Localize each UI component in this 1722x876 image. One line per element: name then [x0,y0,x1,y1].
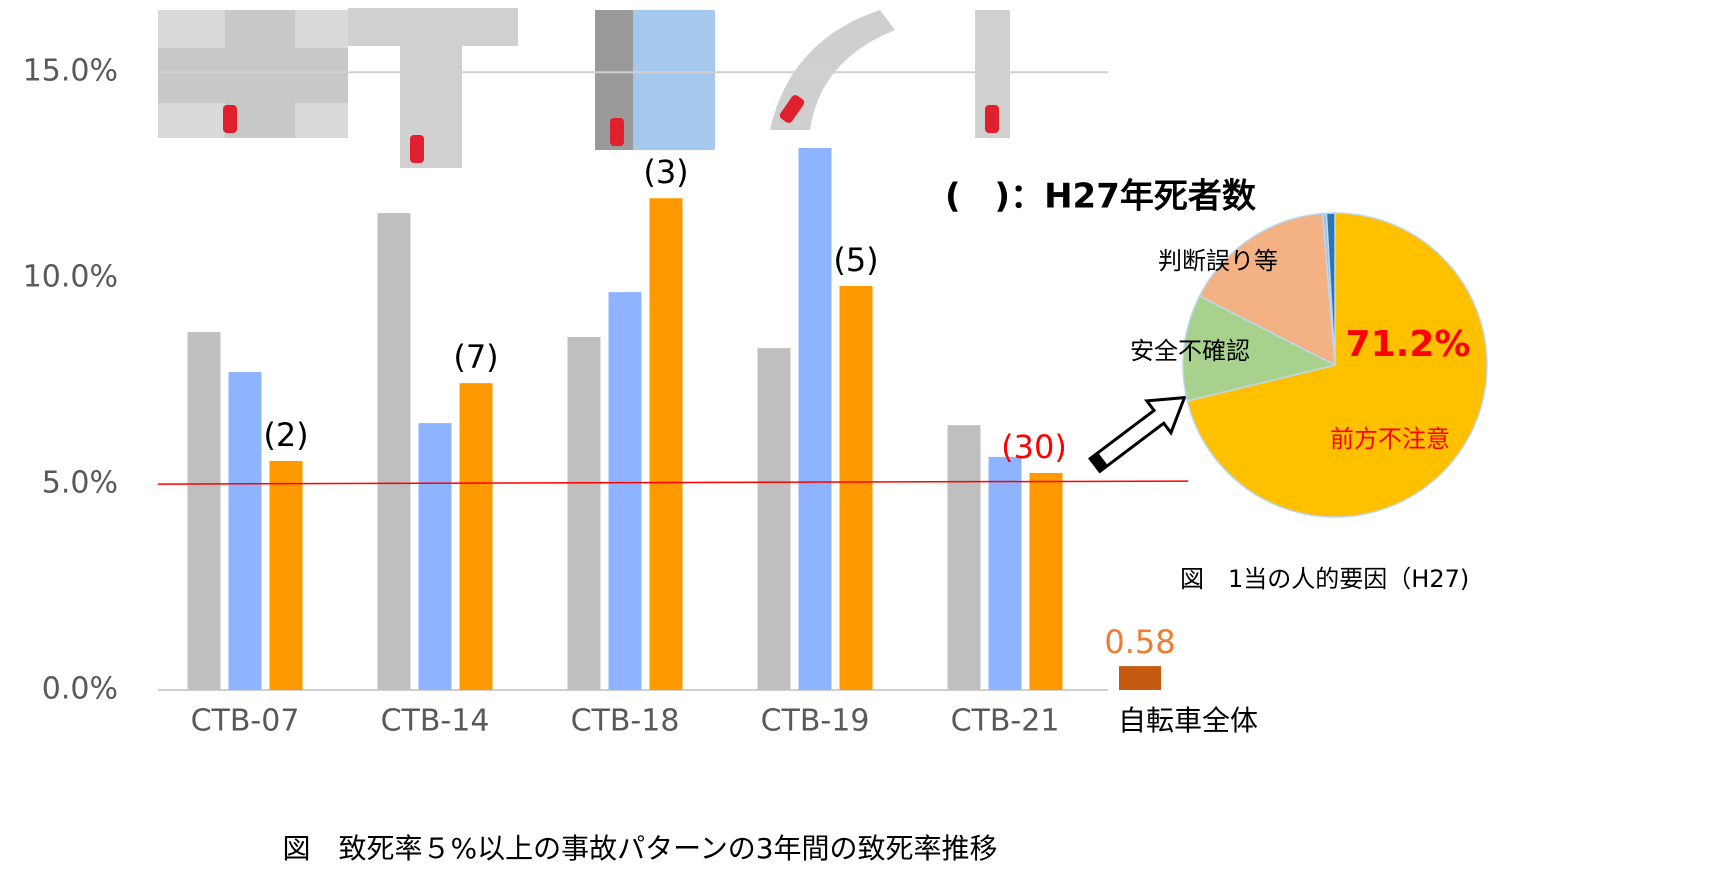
y-tick-label: 15.0% [23,54,118,89]
count-label: (5) [833,241,878,279]
pie-label: 安全不確認 [1130,337,1250,365]
count-label: (2) [263,416,308,454]
annotation: ( )：H27年死者数 [945,177,1256,217]
bar [947,425,981,690]
pie-slice [1186,212,1488,518]
pie-label: 前方不注意 [1330,425,1450,453]
x-tick-label: CTB-14 [381,704,490,739]
pie-title: 図 1当の人的要因（H27) [1180,565,1469,593]
value-label: 71.2% [1346,324,1471,365]
pie-slice [1198,212,1336,367]
bar [1029,472,1063,690]
bar [187,332,221,690]
count-label: (3) [643,153,688,191]
threshold-line [157,480,1189,485]
bar [798,147,832,690]
pie-slice [1325,212,1336,366]
x-tick-label: CTB-07 [191,704,300,739]
bar [228,372,262,690]
count-label: (30) [1001,428,1067,466]
bar [757,348,791,690]
x-tick-label: CTB-21 [951,704,1060,739]
pie-slice [1182,294,1338,402]
bar [988,456,1022,690]
bar [839,285,873,690]
bar [459,383,493,690]
x-tick-label: CTB-18 [571,704,680,739]
y-tick-label: 5.0% [42,466,118,501]
pie-label: 判断誤り等 [1158,247,1278,275]
bar [418,423,452,690]
count-label: (7) [453,338,498,376]
bar [1119,666,1161,690]
bar [269,460,303,690]
road-images [158,8,1010,168]
bar [649,198,683,690]
x-tick-label: CTB-19 [761,704,870,739]
arrow [1088,395,1187,474]
value-label: 0.58 [1104,623,1175,661]
y-tick-label: 10.0% [23,260,118,295]
bar [608,292,642,690]
bar [377,213,411,690]
y-tick-label: 0.0% [42,672,118,707]
bar [567,337,601,690]
chart-title: 図 致死率５%以上の事故パターンの3年間の致死率推移 [282,832,997,865]
x-tick-label: 自転車全体 [1118,704,1258,737]
